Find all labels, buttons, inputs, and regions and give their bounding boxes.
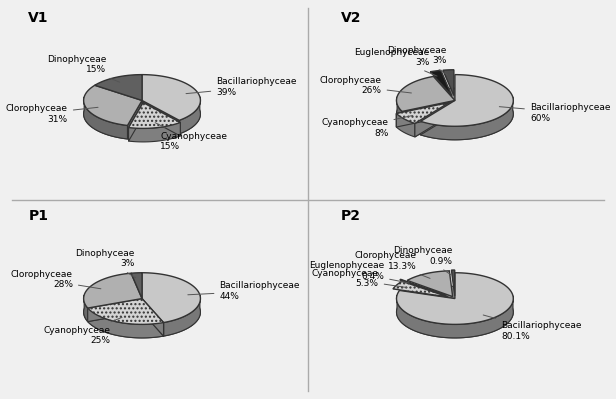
Text: Bacillariophyceae
44%: Bacillariophyceae 44% — [188, 281, 300, 301]
Polygon shape — [142, 298, 163, 336]
Polygon shape — [393, 281, 448, 297]
Text: Dinophyceae
15%: Dinophyceae 15% — [47, 55, 120, 82]
Polygon shape — [142, 298, 163, 336]
Polygon shape — [131, 273, 142, 298]
Text: Clorophyceae
28%: Clorophyceae 28% — [11, 270, 101, 289]
Polygon shape — [407, 271, 453, 296]
Text: V2: V2 — [341, 11, 362, 25]
Text: Clorophyceae
13.3%: Clorophyceae 13.3% — [355, 251, 430, 279]
Polygon shape — [163, 295, 200, 336]
Text: P1: P1 — [28, 209, 48, 223]
Polygon shape — [87, 298, 142, 322]
Polygon shape — [397, 97, 402, 125]
Polygon shape — [396, 103, 449, 123]
Polygon shape — [87, 298, 142, 322]
Polygon shape — [421, 101, 455, 135]
Text: Cyanophyceae
5.3%: Cyanophyceae 5.3% — [312, 269, 407, 288]
Polygon shape — [95, 75, 142, 101]
Polygon shape — [402, 101, 455, 125]
Polygon shape — [421, 75, 513, 126]
Polygon shape — [129, 103, 180, 128]
Text: Cyanophyceae
25%: Cyanophyceae 25% — [44, 317, 122, 345]
Polygon shape — [84, 286, 200, 338]
Polygon shape — [396, 114, 415, 137]
Polygon shape — [397, 295, 513, 338]
Text: Dinophyceae
3%: Dinophyceae 3% — [387, 46, 447, 75]
Polygon shape — [142, 101, 179, 134]
Polygon shape — [400, 279, 446, 296]
Polygon shape — [129, 103, 143, 141]
Polygon shape — [87, 308, 163, 338]
Text: Euglenophyceae
0.4%: Euglenophyceae 0.4% — [309, 261, 409, 283]
Polygon shape — [179, 97, 200, 134]
Polygon shape — [452, 270, 455, 296]
Text: V1: V1 — [28, 11, 49, 25]
Polygon shape — [421, 97, 513, 140]
Polygon shape — [397, 286, 513, 338]
Polygon shape — [402, 101, 455, 125]
Polygon shape — [84, 85, 142, 125]
Polygon shape — [128, 101, 142, 139]
Polygon shape — [396, 103, 449, 127]
Polygon shape — [84, 295, 87, 322]
Polygon shape — [129, 103, 143, 141]
Polygon shape — [142, 75, 200, 120]
Text: Euglenophyceae
3%: Euglenophyceae 3% — [355, 47, 437, 76]
Polygon shape — [142, 298, 163, 336]
Polygon shape — [87, 298, 163, 324]
Text: Dinophyceae
0.9%: Dinophyceae 0.9% — [393, 246, 453, 275]
Polygon shape — [396, 103, 449, 127]
Text: P2: P2 — [341, 209, 361, 223]
Polygon shape — [443, 70, 454, 96]
Polygon shape — [84, 273, 142, 308]
Text: Dinophyceae
3%: Dinophyceae 3% — [75, 249, 136, 278]
Polygon shape — [397, 88, 513, 140]
Polygon shape — [415, 103, 449, 137]
Text: Cyanophyceae
8%: Cyanophyceae 8% — [322, 115, 413, 138]
Text: Bacillariophyceae
39%: Bacillariophyceae 39% — [186, 77, 297, 97]
Polygon shape — [142, 273, 200, 322]
Polygon shape — [87, 298, 142, 322]
Polygon shape — [142, 101, 179, 134]
Polygon shape — [399, 290, 455, 312]
Polygon shape — [143, 103, 180, 136]
Polygon shape — [87, 298, 142, 322]
Text: Cyanophyceae
15%: Cyanophyceae 15% — [155, 122, 227, 151]
Polygon shape — [397, 77, 455, 111]
Polygon shape — [84, 97, 128, 139]
Text: Clorophyceae
26%: Clorophyceae 26% — [320, 76, 411, 95]
Polygon shape — [84, 88, 200, 140]
Polygon shape — [397, 273, 513, 324]
Polygon shape — [142, 298, 163, 336]
Polygon shape — [128, 101, 142, 139]
Text: Bacillariophyceae
80.1%: Bacillariophyceae 80.1% — [483, 315, 582, 341]
Polygon shape — [143, 103, 180, 136]
Text: Bacillariophyceae
60%: Bacillariophyceae 60% — [500, 103, 610, 122]
Polygon shape — [421, 101, 455, 135]
Polygon shape — [129, 122, 180, 142]
Text: Clorophyceae
31%: Clorophyceae 31% — [6, 104, 98, 124]
Polygon shape — [415, 103, 449, 137]
Polygon shape — [431, 70, 452, 96]
